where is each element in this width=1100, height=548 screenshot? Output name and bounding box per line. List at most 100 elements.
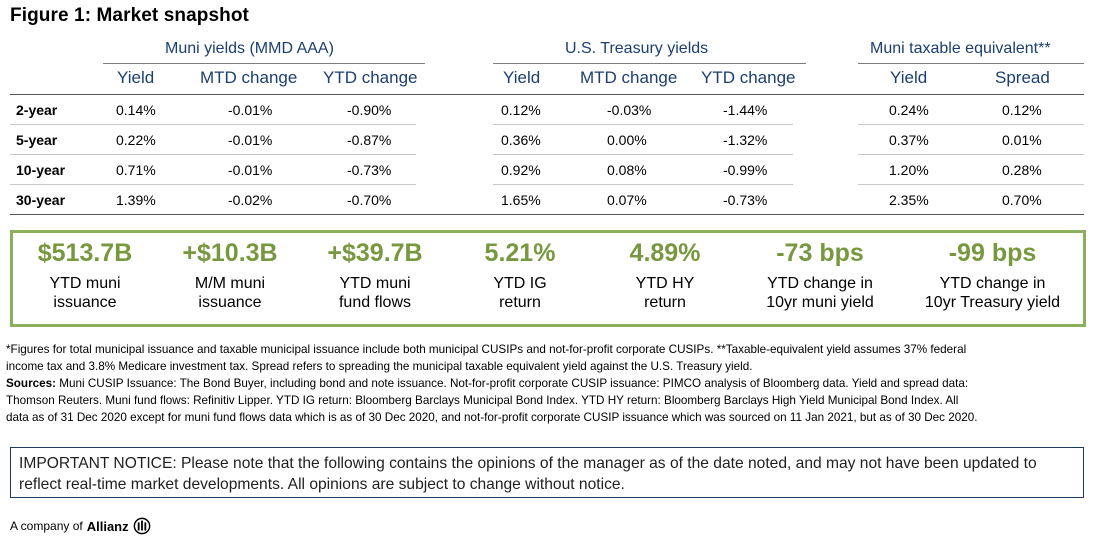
metric-value: 4.89% (629, 239, 701, 267)
metric-value: 5.21% (484, 239, 556, 267)
table-cell: 2.35% (889, 192, 929, 208)
table-cell: -0.03% (607, 102, 652, 118)
group-header-muni: Muni yields (MMD AAA) (165, 40, 334, 57)
table-cell: 1.20% (889, 162, 929, 178)
metric-value: -99 bps (948, 239, 1037, 267)
brand-prefix: A company of (10, 519, 83, 533)
col-header-muni-mtd: MTD change (200, 68, 298, 87)
figure-title: Figure 1: Market snapshot (10, 5, 249, 26)
row-divider (858, 154, 1084, 155)
sources-line-1: Sources: Muni CUSIP Issuance: The Bond B… (6, 375, 1096, 392)
table-cell: 0.00% (607, 132, 647, 148)
metric-label-line1: YTD muni (339, 275, 411, 292)
metric-ytd-hy-return: 4.89% YTD HY return (605, 239, 725, 312)
notice-line-1: IMPORTANT NOTICE: Please note that the f… (19, 455, 1037, 472)
metric-10yr-muni-change: -73 bps YTD change in 10yr muni yield (745, 239, 895, 312)
metric-value: +$10.3B (182, 239, 278, 267)
table-cell: -0.01% (228, 102, 273, 118)
metric-value: +$39.7B (327, 239, 423, 267)
footnote-line-2: income tax and 3.8% Medicare investment … (6, 360, 753, 373)
table-cell: 0.28% (1002, 162, 1042, 178)
sources-line-2: Thomson Reuters. Muni fund flows: Refini… (6, 394, 959, 407)
important-notice: IMPORTANT NOTICE: Please note that the f… (10, 447, 1084, 498)
table-cell: 1.39% (116, 192, 156, 208)
table-cell: 1.65% (501, 192, 541, 208)
col-header-taxable-yield: Yield (890, 68, 928, 87)
metric-ytd-ig-return: 5.21% YTD IG return (460, 239, 580, 312)
row-divider (858, 124, 1084, 125)
table-cell: 0.24% (889, 102, 929, 118)
metric-label-line2: issuance (53, 294, 117, 311)
table-cell: -0.73% (347, 162, 392, 178)
table-cell: 0.70% (1002, 192, 1042, 208)
table-cell: -0.99% (723, 162, 768, 178)
col-header-treasury-mtd: MTD change (580, 68, 678, 87)
metric-label-line2: 10yr muni yield (766, 294, 874, 311)
col-header-taxable-spread: Spread (995, 68, 1050, 87)
table-cell: 0.12% (1002, 102, 1042, 118)
metric-label-line2: fund flows (338, 294, 412, 311)
metric-label-line1: YTD HY (635, 275, 695, 292)
row-divider (493, 124, 793, 125)
col-header-muni-ytd: YTD change (323, 68, 418, 87)
group-underline-taxable (858, 63, 1084, 64)
metric-mm-muni-issuance: +$10.3B M/M muni issuance (165, 239, 295, 312)
row-label-2-year: 2-year (16, 102, 58, 118)
metrics-box (10, 230, 1086, 327)
sources-text: Muni CUSIP Issuance: The Bond Buyer, inc… (56, 377, 969, 390)
metric-label-line1: YTD change in (767, 275, 873, 292)
table-cell: -0.87% (347, 132, 392, 148)
row-divider (10, 154, 416, 155)
col-header-muni-yield: Yield (117, 68, 155, 87)
table-cell: -0.73% (723, 192, 768, 208)
table-cell: 0.01% (1002, 132, 1042, 148)
group-underline-muni (103, 63, 425, 64)
table-cell: 0.12% (501, 102, 541, 118)
table-cell: 0.08% (607, 162, 647, 178)
row-divider (493, 184, 793, 185)
table-cell: 0.37% (889, 132, 929, 148)
metric-label-line1: YTD muni (49, 275, 121, 292)
table-cell: -1.44% (723, 102, 768, 118)
brand-name: Allianz (86, 518, 129, 534)
table-cell: -0.02% (228, 192, 273, 208)
metric-label-line2: return (644, 294, 686, 311)
table-cell: 0.14% (116, 102, 156, 118)
table-cell: 0.71% (116, 162, 156, 178)
table-cell: -0.70% (347, 192, 392, 208)
table-cell: -0.01% (228, 132, 273, 148)
header-rule (10, 94, 1084, 95)
table-cell: -0.90% (347, 102, 392, 118)
row-divider (858, 184, 1084, 185)
metric-value: $513.7B (37, 239, 133, 267)
footnote-line-1: *Figures for total municipal issuance an… (6, 343, 967, 356)
table-cell: 0.07% (607, 192, 647, 208)
metric-ytd-fund-flows: +$39.7B YTD muni fund flows (310, 239, 440, 312)
row-label-5-year: 5-year (16, 132, 58, 148)
col-header-treasury-ytd: YTD change (701, 68, 796, 87)
col-header-treasury-yield: Yield (503, 68, 541, 87)
table-cell: 0.36% (501, 132, 541, 148)
table-cell: 0.22% (116, 132, 156, 148)
row-divider (10, 184, 416, 185)
brand-footer: A company of Allianz (10, 517, 151, 535)
metric-label-line1: YTD change in (939, 275, 1046, 292)
table-cell: -1.32% (723, 132, 768, 148)
group-header-treasury: U.S. Treasury yields (565, 40, 709, 57)
metric-ytd-muni-issuance: $513.7B YTD muni issuance (20, 239, 150, 312)
metric-label-line2: issuance (198, 294, 262, 311)
table-cell: -0.01% (228, 162, 273, 178)
row-divider (493, 154, 793, 155)
metric-label-line2: 10yr Treasury yield (924, 294, 1061, 311)
group-underline-treasury (493, 63, 806, 64)
table-cell: 0.92% (501, 162, 541, 178)
metric-10yr-treasury-change: -99 bps YTD change in 10yr Treasury yiel… (905, 239, 1080, 312)
sources-label: Sources: (6, 377, 57, 390)
metric-label-line1: YTD IG (493, 275, 547, 292)
group-header-taxable: Muni taxable equivalent** (870, 40, 1051, 57)
table-bottom-rule (10, 214, 1084, 215)
allianz-logo-icon (133, 517, 150, 535)
notice-line-2: reflect real-time market developments. A… (19, 476, 625, 493)
row-label-10-year: 10-year (16, 162, 66, 178)
metric-value: -73 bps (776, 239, 864, 267)
